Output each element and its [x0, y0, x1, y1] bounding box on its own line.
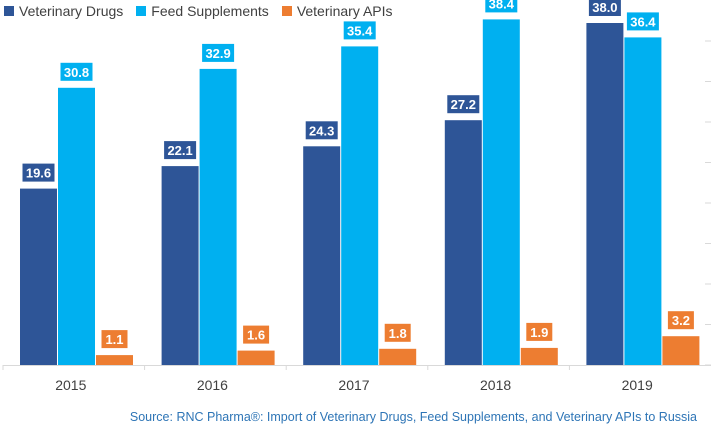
bar-2015-s1: [58, 87, 95, 366]
data-label-box: [483, 0, 520, 15]
bar-2016-s2: [237, 350, 275, 365]
data-label-box: [20, 161, 57, 184]
bar-2018-s2: [520, 347, 558, 365]
data-label: 22.1: [167, 143, 192, 158]
chart-legend: Veterinary Drugs Feed Supplements Veterina…: [4, 2, 406, 20]
data-label: 19.6: [26, 166, 51, 181]
bar-2018-s0: [444, 120, 482, 365]
data-label: 1.1: [105, 332, 123, 347]
data-label-box: [303, 119, 340, 142]
legend-swatch: [4, 6, 14, 16]
legend-swatch: [136, 6, 147, 16]
bar-2017-s2: [379, 348, 417, 365]
data-label: 30.8: [64, 65, 89, 80]
source-note: Source: RNC Pharma®: Import of Veterinar…: [129, 410, 697, 424]
data-label-box: [162, 139, 199, 162]
data-label: 36.4: [630, 14, 656, 29]
bar-chart: 19.6 30.8 1.1 2015 22.1 32.9 1.6 2016 24.3 35.4 1.…: [2, 0, 711, 393]
bar-2019-s1: [624, 37, 662, 366]
data-label: 32.9: [205, 46, 230, 61]
bar-2017-s1: [341, 46, 379, 366]
bar-2019-s2: [662, 336, 700, 365]
data-label: 27.2: [451, 97, 476, 112]
x-tick-label: 2016: [197, 377, 228, 393]
data-label-box: [200, 41, 237, 64]
legend-swatch: [281, 6, 292, 16]
bar-2015-s0: [20, 188, 57, 365]
data-label-box: [445, 93, 482, 116]
legend-label: Veterinary APIs: [296, 3, 393, 19]
bar-2017-s0: [303, 146, 341, 365]
data-label: 1.6: [247, 328, 265, 343]
data-label: 38.0: [592, 0, 617, 15]
data-label-box: [58, 60, 95, 83]
x-tick-label: 2015: [55, 377, 86, 393]
legend-item-veterinary-apis: Veterinary APIs: [281, 3, 393, 19]
data-label: 3.2: [672, 313, 690, 328]
x-tick-label: 2018: [480, 377, 511, 393]
data-label-box: [382, 321, 413, 344]
bar-2019-s0: [586, 23, 624, 365]
data-label: 35.4: [347, 23, 373, 38]
data-label-box: [586, 0, 623, 18]
x-tick-label: 2017: [338, 377, 369, 393]
data-label: 1.8: [389, 326, 407, 341]
x-tick-label: 2019: [622, 377, 653, 393]
data-label-box: [99, 328, 130, 351]
bar-2018-s1: [482, 19, 520, 366]
data-label: 24.3: [309, 123, 334, 138]
bar-2016-s1: [199, 68, 237, 366]
bar-2015-s2: [96, 355, 133, 365]
data-label-box: [624, 10, 661, 33]
legend-label: Veterinary Drugs: [19, 3, 124, 19]
legend-item-feed-supplements: Feed Supplements: [136, 3, 269, 19]
data-label-box: [241, 323, 272, 346]
data-label: 38.4: [489, 0, 515, 11]
legend-label: Feed Supplements: [151, 3, 269, 19]
data-label-box: [524, 320, 555, 343]
data-label-box: [341, 19, 378, 42]
bar-2016-s0: [161, 166, 199, 365]
data-label: 1.9: [530, 325, 548, 340]
data-label-box: [665, 309, 696, 332]
legend-item-veterinary-drugs: Veterinary Drugs: [4, 3, 123, 19]
